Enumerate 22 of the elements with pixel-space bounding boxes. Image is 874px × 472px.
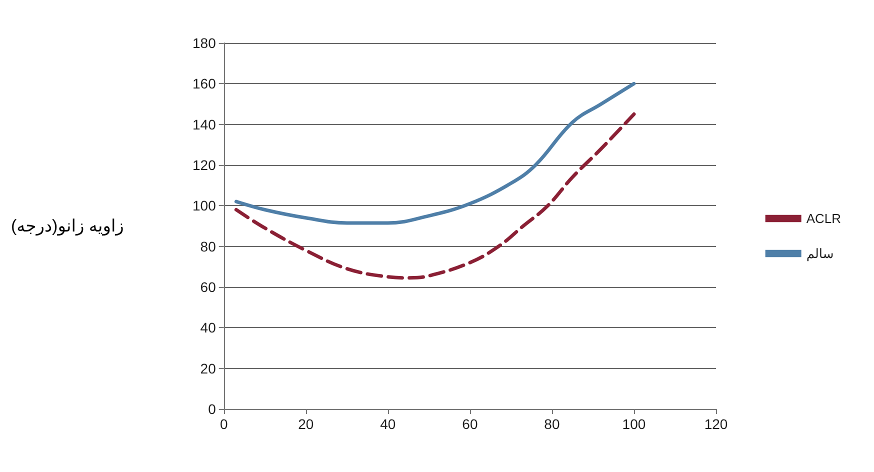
- y-tick-label: 120: [192, 157, 216, 173]
- line-series: [234, 82, 636, 225]
- x-tick-label: 60: [462, 416, 478, 432]
- legend-label: ACLR: [806, 211, 842, 226]
- y-tick-label: 20: [200, 360, 216, 376]
- line-series: [234, 112, 636, 280]
- y-tick-label: 140: [192, 116, 216, 132]
- x-tick-label: 40: [380, 416, 396, 432]
- x-tick-label: 120: [704, 416, 728, 432]
- x-tick-label: 0: [220, 416, 228, 432]
- y-tick-label: 80: [200, 238, 216, 254]
- x-tick-label: 80: [544, 416, 560, 432]
- y-tick-label: 100: [192, 198, 216, 214]
- x-tick-label: 100: [622, 416, 646, 432]
- y-tick-label: 160: [192, 76, 216, 92]
- y-tick-label: 40: [200, 320, 216, 336]
- y-axis-title: زاویه زانو(درجه): [10, 216, 124, 236]
- y-tick-label: 60: [200, 279, 216, 295]
- legend-label: سالم: [806, 246, 834, 262]
- x-tick-label: 20: [298, 416, 314, 432]
- y-tick-label: 0: [208, 401, 216, 417]
- y-tick-label: 180: [192, 35, 216, 51]
